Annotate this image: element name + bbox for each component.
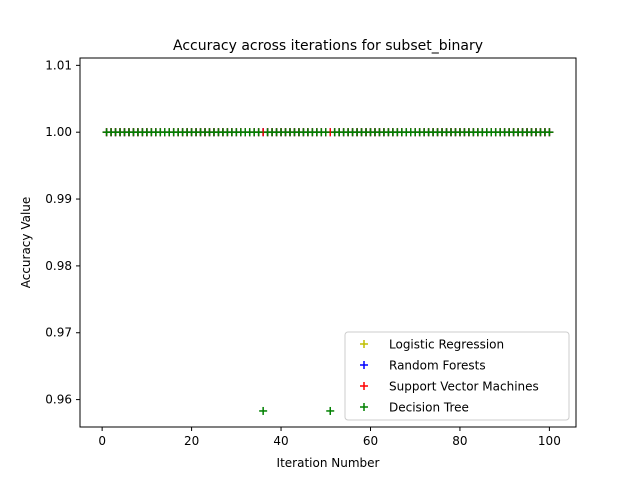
- y-tick-label: 0.98: [45, 259, 72, 273]
- x-tick-label: 60: [363, 434, 378, 448]
- legend-label: Random Forests: [389, 359, 486, 373]
- y-tick-label: 0.99: [45, 192, 72, 206]
- y-tick-label: 0.97: [45, 326, 72, 340]
- x-tick-label: 40: [273, 434, 288, 448]
- legend-label: Support Vector Machines: [389, 380, 539, 394]
- legend-marker: [360, 340, 368, 348]
- y-axis-label: Accuracy Value: [19, 197, 33, 289]
- legend-marker: [360, 361, 368, 369]
- data-point: [545, 128, 554, 137]
- legend-marker: [360, 382, 368, 390]
- data-point: [259, 406, 268, 415]
- legend-marker: [360, 403, 368, 411]
- x-tick-label: 20: [184, 434, 199, 448]
- data-point: [254, 128, 263, 137]
- legend-box: [344, 331, 570, 421]
- data-point: [326, 406, 335, 415]
- chart-title: Accuracy across iterations for subset_bi…: [173, 38, 483, 54]
- y-tick-label: 1.00: [45, 125, 72, 139]
- x-axis: 0 20 40 60 80 100: [98, 427, 561, 448]
- legend: Logistic Regression Random Forests Support…: [344, 331, 570, 421]
- y-tick-label: 1.01: [45, 58, 72, 72]
- plot-frame: [79, 57, 577, 428]
- y-axis: 0.96 0.97 0.98 0.99 1.00 1.01: [45, 58, 80, 407]
- data-point: [321, 128, 330, 137]
- legend-label: Logistic Regression: [389, 338, 504, 352]
- x-axis-label: Iteration Number: [277, 456, 380, 470]
- legend-label: Decision Tree: [389, 401, 469, 415]
- y-tick-label: 0.96: [45, 393, 72, 407]
- x-tick-label: 100: [538, 434, 561, 448]
- data-marks: [102, 128, 554, 415]
- x-tick-label: 0: [98, 434, 106, 448]
- x-tick-label: 80: [452, 434, 467, 448]
- series-3: [102, 128, 554, 415]
